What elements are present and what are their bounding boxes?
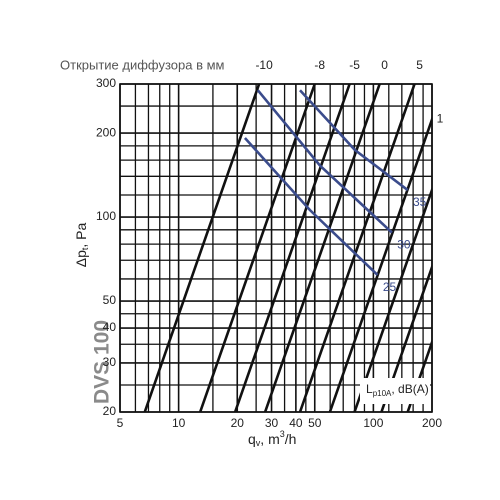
pressure-line	[263, 84, 381, 412]
noise-label: Lp10A, dB(A)	[366, 382, 429, 398]
pressure-line	[353, 186, 432, 412]
noise-line-label: 25	[383, 280, 397, 294]
line-label: 5	[416, 58, 423, 72]
line-label: -8	[314, 58, 325, 72]
pressure-line	[380, 263, 432, 412]
x-tick-label: 100	[363, 416, 383, 430]
line-label: -10	[255, 58, 273, 72]
x-tick-label: 50	[308, 416, 322, 430]
x-tick-label: 30	[265, 416, 279, 430]
y-tick-label: 20	[103, 404, 117, 418]
x-tick-label: 20	[231, 416, 245, 430]
y-tick-label: 300	[96, 76, 116, 90]
y-label-sub: t	[80, 247, 90, 250]
model-name: DVS 100	[91, 320, 114, 404]
chart-title: Открытие диффузора в мм	[60, 57, 225, 72]
y-tick-label: 40	[103, 320, 117, 334]
x-axis-label: qv, m3/h	[248, 429, 296, 448]
y-axis-label: Δpt, Pa	[73, 223, 91, 268]
noise-label-main: L	[366, 382, 373, 396]
pressure-line	[198, 84, 316, 412]
y-label-main: Δp	[73, 250, 89, 267]
y-tick-label: 200	[96, 125, 116, 139]
x-tick-label: 10	[172, 416, 186, 430]
x-tick-label: 40	[289, 416, 303, 430]
y-tick-label: 30	[103, 355, 117, 369]
y-label-unit: , Pa	[73, 223, 89, 248]
x-label-sub: v	[256, 438, 261, 448]
x-label-main: q	[248, 431, 256, 447]
noise-line	[256, 89, 393, 234]
plot-area	[143, 84, 432, 412]
pressure-line	[143, 84, 261, 412]
noise-label-sub: p10A	[373, 389, 392, 398]
pressure-line	[233, 84, 351, 412]
x-tick-label: 5	[117, 416, 124, 430]
x-label-sup: 3	[280, 429, 285, 439]
noise-line-label: 35	[413, 195, 427, 209]
noise-line	[243, 137, 379, 276]
x-label-tail: /h	[285, 431, 297, 447]
line-label: -5	[349, 58, 360, 72]
pressure-line	[328, 115, 432, 412]
y-tick-label: 100	[96, 209, 116, 223]
noise-label-unit: , dB(A)	[391, 382, 428, 396]
plot-frame	[119, 83, 433, 413]
noise-line-label: 30	[397, 238, 411, 252]
line-label: 0	[381, 58, 388, 72]
pressure-line	[406, 338, 432, 412]
x-tick-label: 200	[422, 416, 442, 430]
noise-label-bg	[360, 378, 430, 404]
line-label: 1	[437, 112, 444, 126]
noise-line	[299, 89, 409, 192]
x-label-unit: , m	[260, 431, 279, 447]
pressure-line	[298, 84, 416, 412]
y-tick-label: 50	[103, 293, 117, 307]
